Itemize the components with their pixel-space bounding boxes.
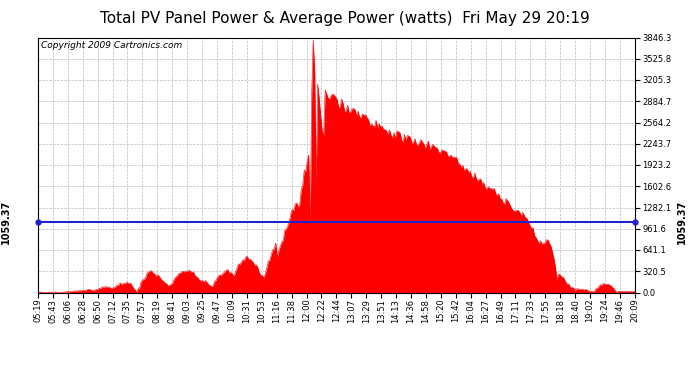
Text: 1059.37: 1059.37: [1, 200, 10, 244]
Text: Total PV Panel Power & Average Power (watts)  Fri May 29 20:19: Total PV Panel Power & Average Power (wa…: [100, 11, 590, 26]
Text: 1059.37: 1059.37: [677, 200, 687, 244]
Text: Copyright 2009 Cartronics.com: Copyright 2009 Cartronics.com: [41, 41, 182, 50]
